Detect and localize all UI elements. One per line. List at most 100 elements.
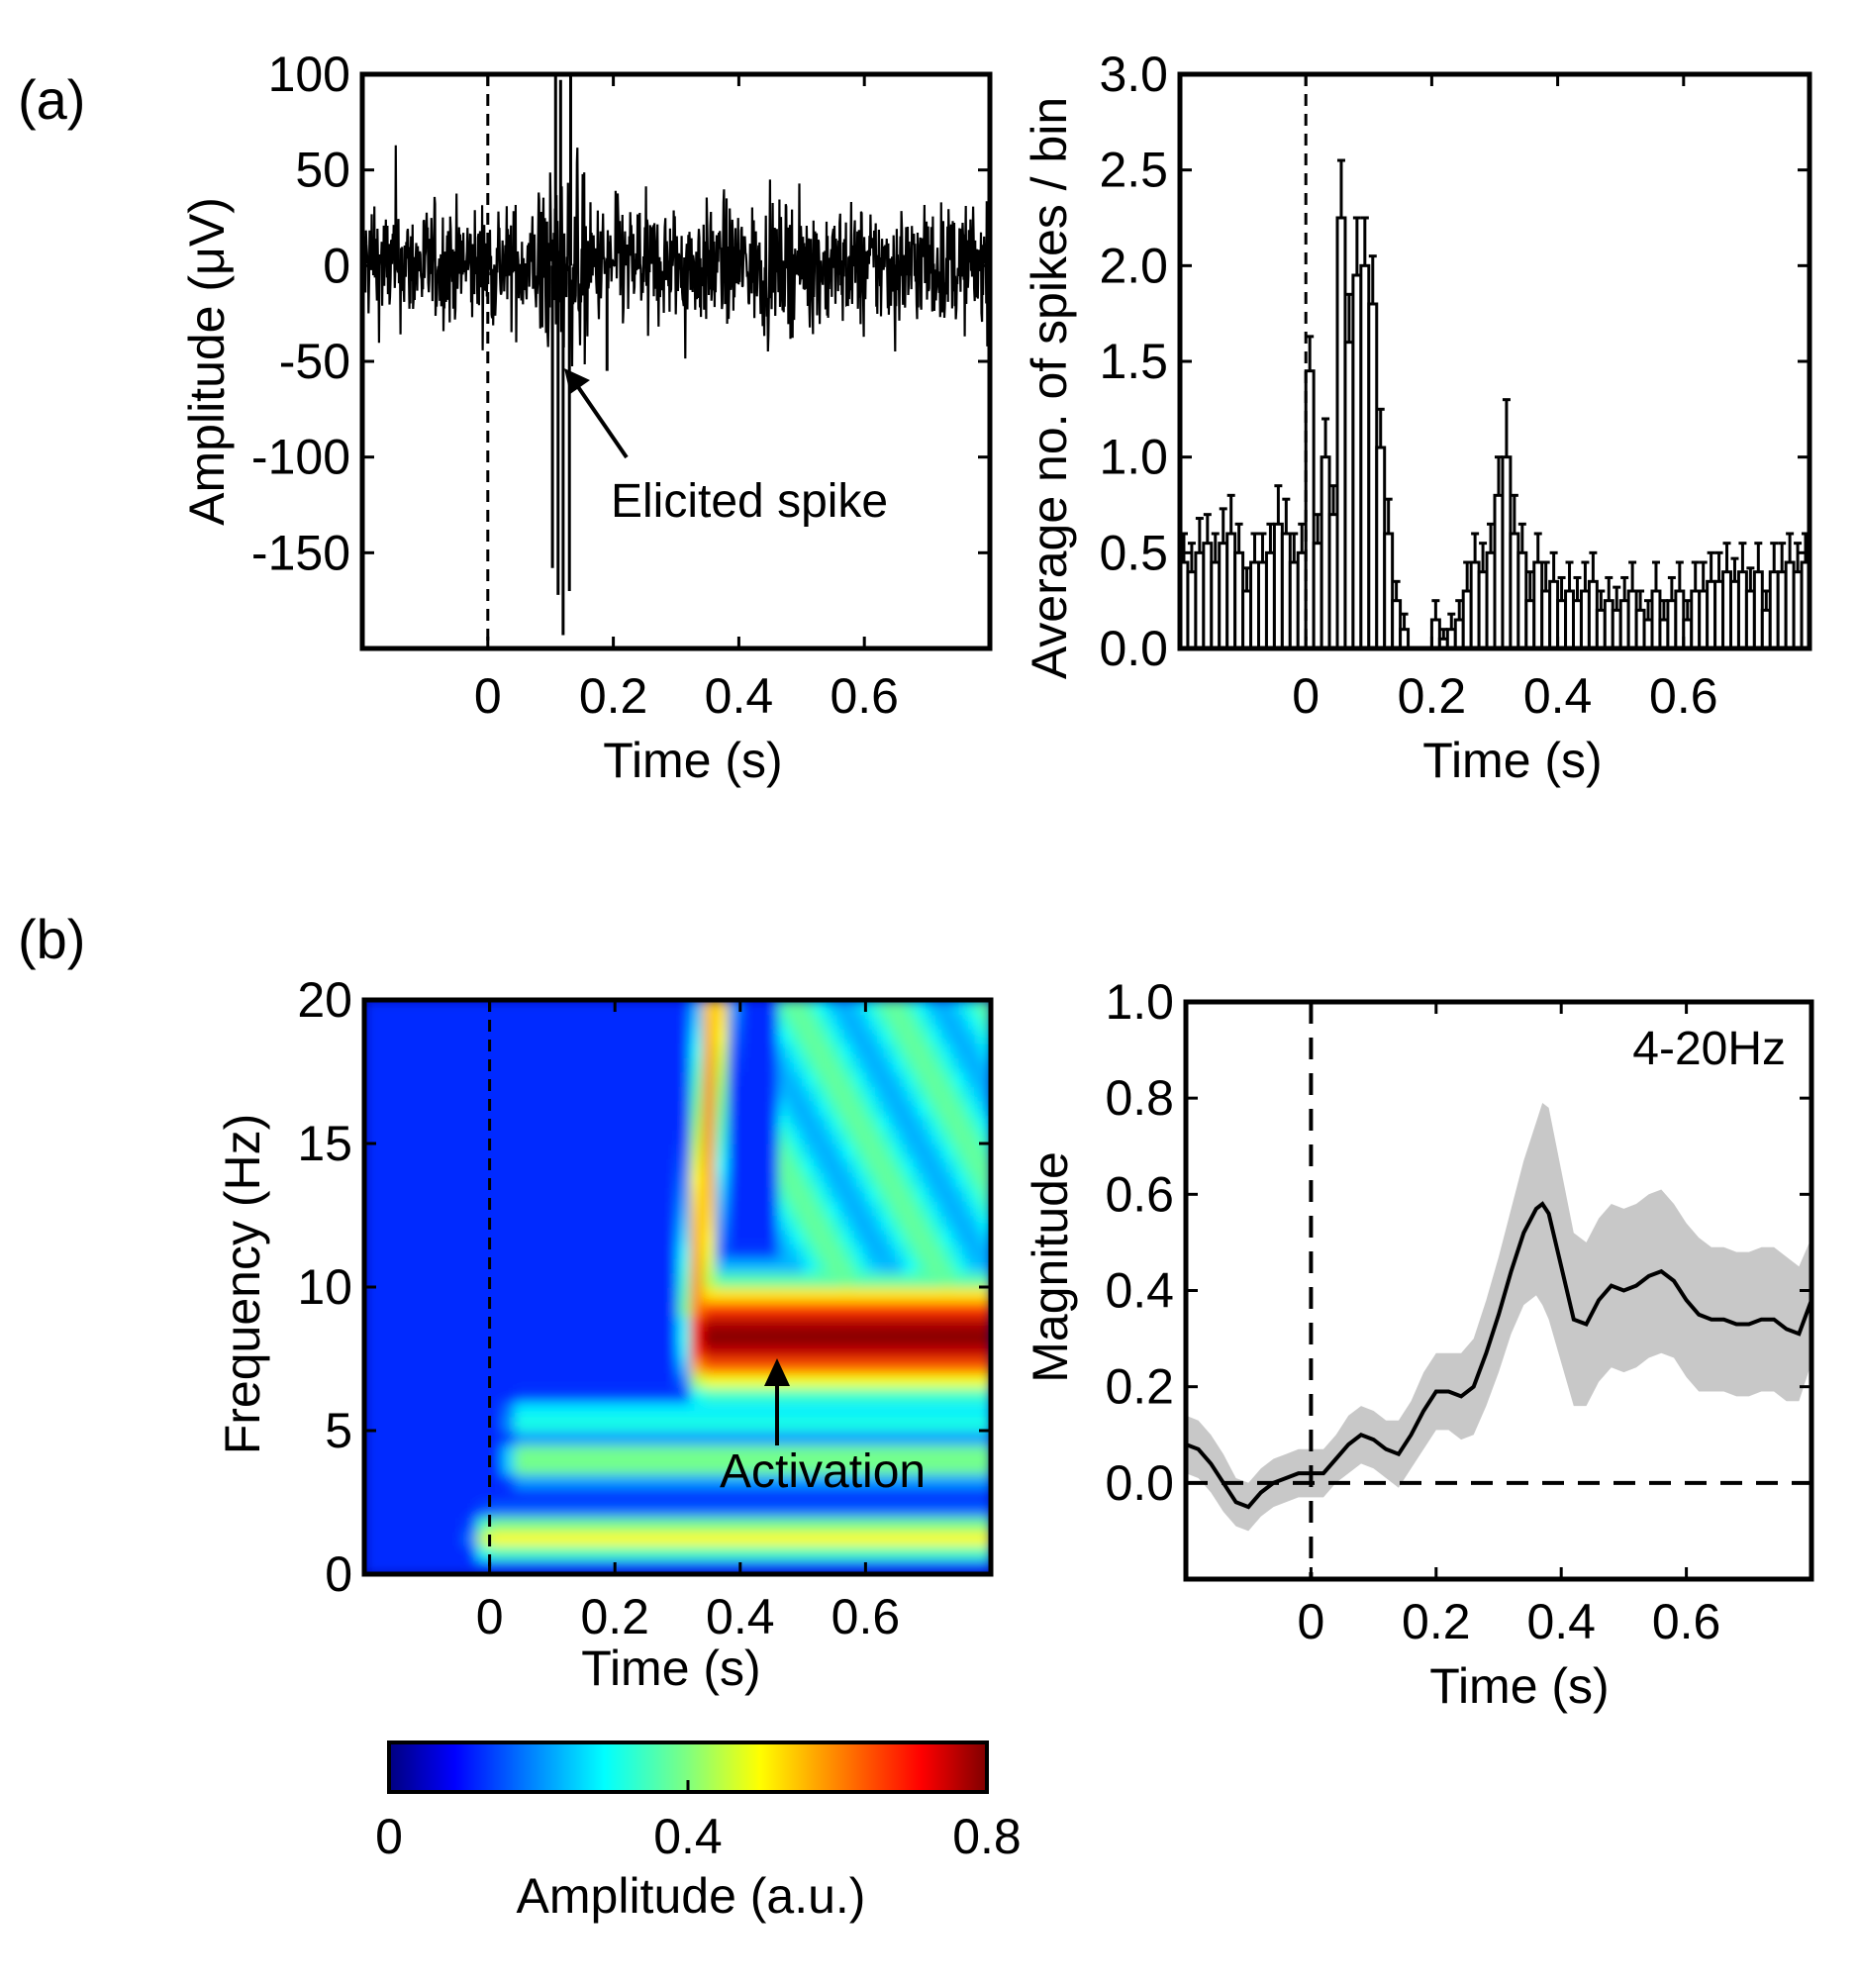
heatmap-cell [639, 1057, 653, 1073]
heatmap-cell [427, 1057, 440, 1073]
heatmap-cell [615, 1115, 629, 1131]
heatmap-cell [577, 1115, 591, 1131]
heatmap-cell [702, 1201, 717, 1217]
heatmap-cell [690, 1272, 704, 1288]
heatmap-cell [551, 1129, 566, 1144]
heatmap-cell [890, 1086, 905, 1102]
heatmap-cell [376, 1230, 391, 1245]
heatmap-cell [803, 1029, 817, 1044]
heatmap-cell [840, 1186, 854, 1202]
heatmap-cell [852, 1488, 867, 1504]
heatmap-cell [502, 1531, 516, 1546]
heatmap-cell [389, 1416, 403, 1432]
y-tick-label: 0.4 [1105, 1263, 1174, 1319]
heatmap-cell [564, 1043, 579, 1058]
heatmap-cell [577, 1301, 591, 1317]
heatmap-cell [728, 1000, 741, 1016]
heatmap-cell [752, 1545, 766, 1561]
heatmap-cell [389, 1473, 403, 1489]
heatmap-cell [439, 1431, 453, 1446]
heatmap-cell [527, 1043, 541, 1058]
heatmap-cell [551, 1201, 566, 1217]
heatmap-cell [451, 1230, 466, 1245]
heatmap-cell [414, 1358, 429, 1374]
heatmap-cell [376, 1387, 391, 1403]
heatmap-cell [715, 1502, 729, 1518]
heatmap-cell [664, 1201, 679, 1217]
heatmap-cell [702, 1129, 717, 1144]
heatmap-cell [539, 1444, 553, 1460]
heatmap-cell [451, 1387, 466, 1403]
heatmap-cell [790, 1531, 804, 1546]
heatmap-cell [451, 1444, 466, 1460]
heatmap-cell [815, 1071, 830, 1087]
heatmap-cell [690, 1316, 704, 1332]
heatmap-cell [539, 1230, 553, 1245]
heatmap-cell [577, 1172, 591, 1188]
heatmap-cell [652, 1402, 666, 1418]
heatmap-cell [589, 1071, 604, 1087]
heatmap-cell [865, 1100, 879, 1116]
heatmap-cell [652, 1172, 666, 1188]
heatmap-cell [890, 1157, 905, 1173]
heatmap-cell [564, 1531, 579, 1546]
heatmap-cell [539, 1014, 553, 1030]
heatmap-cell [451, 1287, 466, 1303]
heatmap-cell [514, 1473, 529, 1489]
heatmap-cell [765, 1230, 779, 1245]
heatmap-cell [928, 1431, 942, 1446]
heatmap-cell [903, 1014, 917, 1030]
heatmap-cell [903, 1431, 917, 1446]
heatmap-cell [840, 1071, 854, 1087]
heatmap-cell [577, 1473, 591, 1489]
heatmap-cell [940, 1157, 954, 1173]
heatmap-cell [514, 1230, 529, 1245]
heatmap-cell [940, 1416, 954, 1432]
heatmap-cell [928, 1358, 942, 1374]
heatmap-cell [940, 1330, 954, 1345]
heatmap-cell [639, 1086, 653, 1102]
heatmap-cell [728, 1531, 741, 1546]
heatmap-cell [602, 1402, 616, 1418]
heatmap-cell [627, 1488, 641, 1504]
heatmap-cell [752, 1416, 766, 1432]
heatmap-cell [928, 1014, 942, 1030]
heatmap-cell [376, 1115, 391, 1131]
heatmap-cell [527, 1559, 541, 1574]
heatmap-cell [940, 1287, 954, 1303]
heatmap-cell [489, 1000, 504, 1016]
heatmap-cell [464, 1287, 478, 1303]
heatmap-cell [777, 1230, 792, 1245]
heatmap-cell [878, 1186, 892, 1202]
heatmap-cell [765, 1057, 779, 1073]
heatmap-cell [539, 1301, 553, 1317]
heatmap-cell [389, 1373, 403, 1389]
raw-trace-x-tick-labels: 0 0.2 0.4 0.6 [474, 668, 899, 724]
heatmap-cell [439, 1545, 453, 1561]
y-tick-label: -50 [279, 334, 350, 389]
heatmap-cell [978, 1316, 991, 1332]
heatmap-cell [602, 1459, 616, 1475]
heatmap-cell [702, 1387, 717, 1403]
heatmap-cell [627, 1186, 641, 1202]
heatmap-cell [476, 1129, 491, 1144]
heatmap-cell [664, 1086, 679, 1102]
y-tick-label: 0.0 [1099, 621, 1168, 676]
heatmap-cell [602, 1517, 616, 1533]
heatmap-cell [615, 1272, 629, 1288]
heatmap-cell [828, 1100, 841, 1116]
heatmap-cell [978, 1043, 991, 1058]
heatmap-cell [627, 1000, 641, 1016]
heatmap-cell [903, 1243, 917, 1259]
heatmap-cell [376, 1129, 391, 1144]
heatmap-cell [364, 1531, 378, 1546]
heatmap-cell [577, 1344, 591, 1360]
heatmap-cell [652, 1358, 666, 1374]
heatmap-cell [690, 1000, 704, 1016]
heatmap-cell [752, 1115, 766, 1131]
heatmap-cell [890, 1215, 905, 1231]
heatmap-cell [376, 1473, 391, 1489]
heatmap-cell [878, 1301, 892, 1317]
heatmap-cell [589, 1287, 604, 1303]
heatmap-cell [878, 1330, 892, 1345]
